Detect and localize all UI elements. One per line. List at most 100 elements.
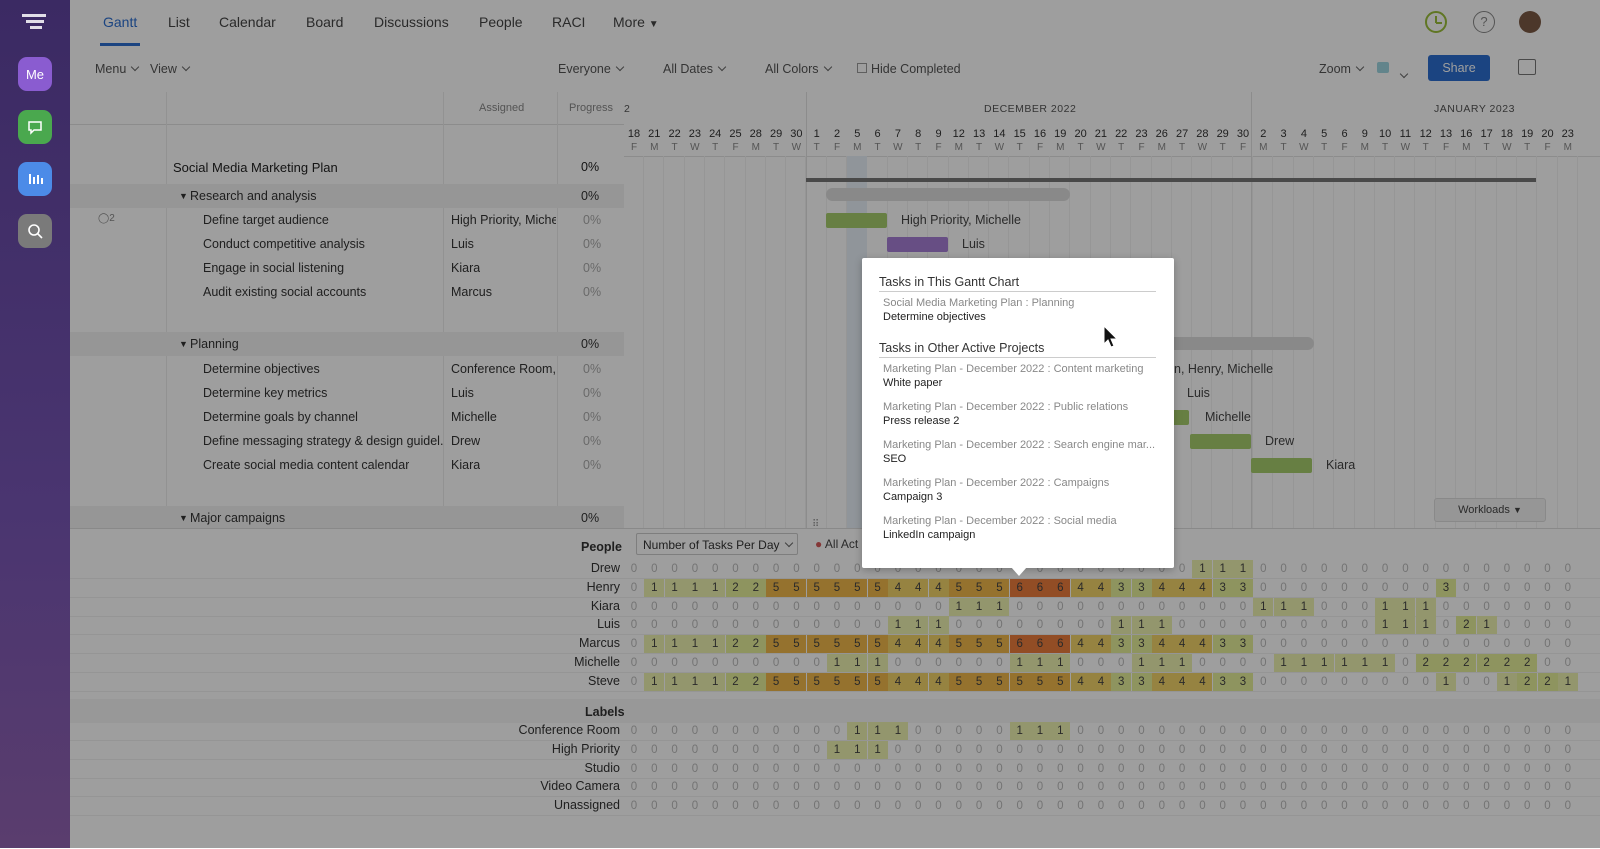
workload-cell[interactable]: 0 <box>1097 762 1105 775</box>
workload-cell[interactable]: 3 <box>1212 635 1233 654</box>
workload-cell[interactable]: 0 <box>813 781 820 794</box>
workload-cell[interactable]: 0 <box>975 743 983 756</box>
workload-cell[interactable]: 0 <box>813 563 820 575</box>
workload-cell[interactable]: 0 <box>955 781 962 794</box>
workload-cell[interactable]: 1 <box>1009 722 1030 740</box>
workload-cell[interactable]: 0 <box>1361 800 1368 813</box>
workload-cell[interactable]: 1 <box>867 654 888 672</box>
workload-cell[interactable]: 5 <box>948 635 969 654</box>
workload-cell[interactable]: 4 <box>1151 672 1172 691</box>
workload-cell[interactable]: 0 <box>1422 563 1429 575</box>
workload-cell[interactable]: 0 <box>711 600 719 613</box>
view-dropdown[interactable]: View <box>150 62 191 76</box>
workload-cell[interactable]: 0 <box>813 600 820 613</box>
workload-cell[interactable]: 0 <box>1463 675 1470 688</box>
workload-cell[interactable]: 0 <box>894 743 902 756</box>
workload-cell[interactable]: 1 <box>969 597 990 616</box>
project-summary-bar[interactable] <box>806 178 1536 182</box>
workload-cell[interactable]: 0 <box>1483 725 1490 737</box>
workload-cell[interactable]: 0 <box>996 781 1003 794</box>
workload-cell[interactable]: 0 <box>1523 600 1531 613</box>
tab-raci[interactable]: RACI <box>552 14 586 30</box>
workload-cell[interactable]: 0 <box>1523 638 1531 651</box>
workload-cell[interactable]: 3 <box>1212 578 1233 597</box>
workload-cell[interactable]: 0 <box>1381 725 1389 737</box>
workload-cell[interactable]: 3 <box>1436 578 1456 597</box>
workload-cell[interactable]: 0 <box>1544 657 1551 669</box>
workload-cell[interactable]: 0 <box>1016 762 1023 775</box>
workload-cell[interactable]: 4 <box>1090 578 1111 597</box>
workload-cell[interactable]: 0 <box>1523 800 1531 813</box>
workload-cell[interactable]: 0 <box>1544 725 1551 737</box>
search-rail-button[interactable] <box>18 214 52 248</box>
workload-cell[interactable]: 0 <box>711 781 719 794</box>
workload-cell[interactable]: 5 <box>847 578 868 597</box>
workload-cell[interactable]: 0 <box>914 563 922 575</box>
workload-cell[interactable]: 2 <box>745 578 766 597</box>
workload-cell[interactable]: 0 <box>1320 743 1328 756</box>
workload-cell[interactable]: 1 <box>1172 654 1193 672</box>
workload-cell[interactable]: 0 <box>1422 638 1429 651</box>
workload-cell[interactable]: 0 <box>772 762 780 775</box>
workload-cell[interactable]: 5 <box>827 635 847 654</box>
workload-cell[interactable]: 0 <box>1381 638 1389 651</box>
workload-cell[interactable]: 1 <box>1314 654 1335 672</box>
workload-cell[interactable]: 4 <box>887 672 908 691</box>
workload-cell[interactable]: 0 <box>711 743 719 756</box>
workload-cell[interactable]: 0 <box>935 657 942 669</box>
workload-cell[interactable]: 0 <box>1320 563 1328 575</box>
workload-cell[interactable]: 3 <box>1233 672 1253 691</box>
workload-cell[interactable]: 1 <box>908 616 929 635</box>
workload-cell[interactable]: 4 <box>1192 635 1213 654</box>
popup-task-link[interactable]: Campaign 3 <box>883 491 943 503</box>
workload-cell[interactable]: 0 <box>772 800 780 813</box>
workload-cell[interactable]: 0 <box>935 781 942 794</box>
workload-cell[interactable]: 4 <box>1151 635 1172 654</box>
workload-cell[interactable]: 1 <box>684 578 705 597</box>
workload-cell[interactable]: 0 <box>1422 762 1429 775</box>
workload-cell[interactable]: 0 <box>1341 800 1348 813</box>
workload-cell[interactable]: 0 <box>1402 762 1409 775</box>
workload-cell[interactable]: 0 <box>1483 675 1490 688</box>
task-row[interactable]: Engage in social listening Kiara 0% <box>70 256 624 280</box>
workload-cell[interactable]: 0 <box>1402 675 1409 688</box>
workload-cell[interactable]: 0 <box>1503 581 1511 594</box>
workload-cell[interactable]: 0 <box>671 743 678 756</box>
workload-cell[interactable]: 0 <box>1097 743 1105 756</box>
workload-cell[interactable]: 0 <box>1544 743 1551 756</box>
color-swatch-dropdown[interactable] <box>1377 62 1389 73</box>
workload-cell[interactable]: 5 <box>766 672 787 691</box>
workload-cell[interactable]: 0 <box>1503 600 1511 613</box>
workload-cell[interactable]: 0 <box>772 657 780 669</box>
workload-cell[interactable]: 0 <box>854 563 861 575</box>
workload-cell[interactable]: 4 <box>928 672 949 691</box>
workload-cell[interactable]: 0 <box>1219 800 1226 813</box>
workload-cell[interactable]: 4 <box>1070 672 1091 691</box>
tab-list[interactable]: List <box>168 14 190 30</box>
group-summary-bar[interactable] <box>826 188 1070 201</box>
workload-cell[interactable]: 0 <box>813 743 820 756</box>
workload-cell[interactable]: 0 <box>630 581 638 594</box>
workload-cell[interactable]: 4 <box>1070 635 1091 654</box>
workload-cell[interactable]: 6 <box>1050 578 1071 597</box>
workload-cell[interactable]: 0 <box>1523 725 1531 737</box>
workload-cell[interactable]: 2 <box>725 635 746 654</box>
workload-cell[interactable]: 0 <box>914 743 922 756</box>
group-row[interactable]: ▼ Research and analysis 0% <box>70 184 624 208</box>
workload-cell[interactable]: 4 <box>1070 578 1091 597</box>
workload-cell[interactable]: 0 <box>1016 619 1023 632</box>
workload-cell[interactable]: 6 <box>1030 635 1050 654</box>
workload-cell[interactable]: 0 <box>1381 563 1389 575</box>
workload-cell[interactable]: 0 <box>793 563 800 575</box>
workload-cell[interactable]: 0 <box>1036 800 1044 813</box>
workload-cell[interactable]: 0 <box>1239 619 1247 632</box>
workload-cell[interactable]: 0 <box>1361 563 1368 575</box>
workload-cell[interactable]: 0 <box>1199 657 1206 669</box>
workload-cell[interactable]: 5 <box>969 672 990 691</box>
workload-cell[interactable]: 0 <box>732 600 739 613</box>
workload-cell[interactable]: 0 <box>874 781 881 794</box>
workload-cell[interactable]: 0 <box>630 762 638 775</box>
workload-cell[interactable]: 5 <box>867 578 888 597</box>
workload-cell[interactable]: 0 <box>651 781 658 794</box>
workload-cell[interactable]: 1 <box>684 672 705 691</box>
